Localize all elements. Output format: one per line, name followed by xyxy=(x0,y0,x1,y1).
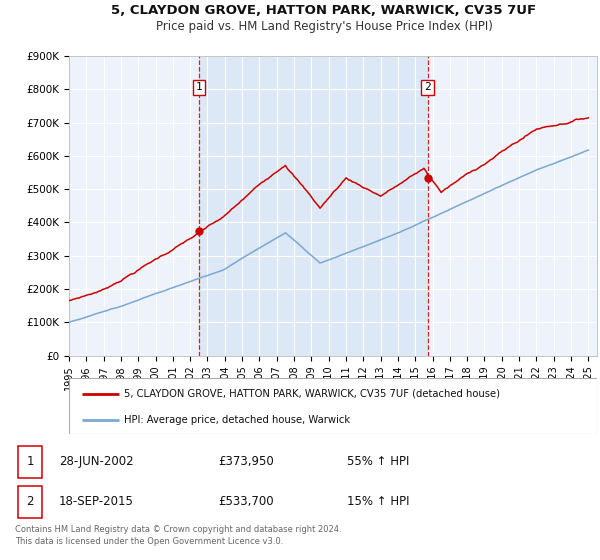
Text: £533,700: £533,700 xyxy=(218,496,274,508)
Text: HPI: Average price, detached house, Warwick: HPI: Average price, detached house, Warw… xyxy=(124,415,350,425)
Text: 1: 1 xyxy=(195,82,202,92)
Text: Contains HM Land Registry data © Crown copyright and database right 2024.
This d: Contains HM Land Registry data © Crown c… xyxy=(15,525,341,546)
Text: 1: 1 xyxy=(26,455,34,468)
Text: £373,950: £373,950 xyxy=(218,455,274,468)
Text: 15% ↑ HPI: 15% ↑ HPI xyxy=(347,496,409,508)
Text: 5, CLAYDON GROVE, HATTON PARK, WARWICK, CV35 7UF (detached house): 5, CLAYDON GROVE, HATTON PARK, WARWICK, … xyxy=(124,389,500,399)
FancyBboxPatch shape xyxy=(18,486,43,518)
FancyBboxPatch shape xyxy=(18,446,43,478)
Bar xyxy=(199,56,428,356)
Text: 2: 2 xyxy=(26,496,34,508)
Text: 18-SEP-2015: 18-SEP-2015 xyxy=(59,496,134,508)
Text: 5, CLAYDON GROVE, HATTON PARK, WARWICK, CV35 7UF: 5, CLAYDON GROVE, HATTON PARK, WARWICK, … xyxy=(112,4,536,17)
Text: 28-JUN-2002: 28-JUN-2002 xyxy=(59,455,133,468)
Text: 55% ↑ HPI: 55% ↑ HPI xyxy=(347,455,409,468)
Text: Price paid vs. HM Land Registry's House Price Index (HPI): Price paid vs. HM Land Registry's House … xyxy=(155,20,493,32)
Text: 2: 2 xyxy=(424,82,431,92)
